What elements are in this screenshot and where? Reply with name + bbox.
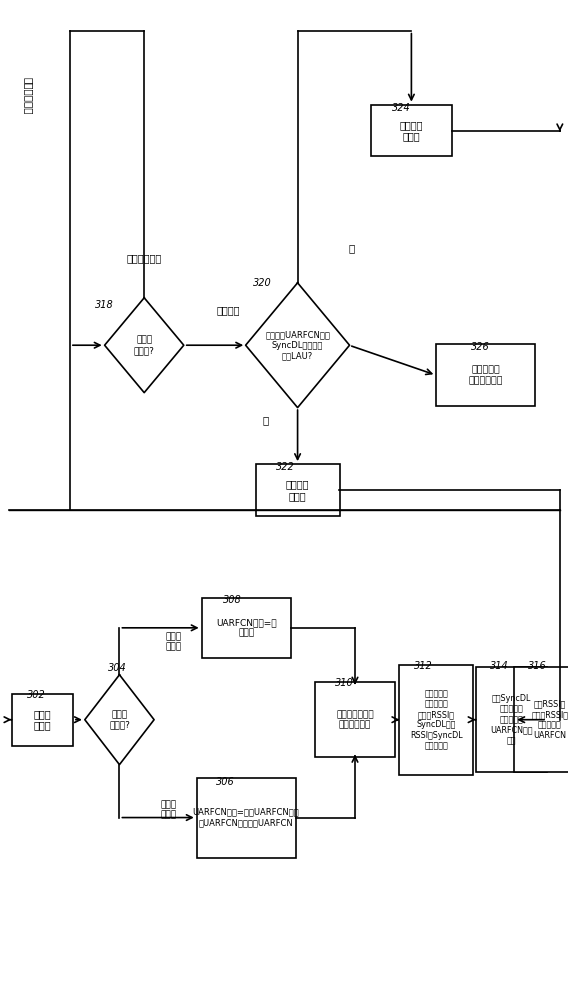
Bar [515,667,573,772]
Text: 完整小
区搜索: 完整小 区搜索 [166,632,182,652]
Polygon shape [105,298,184,393]
Polygon shape [246,283,350,408]
Text: 306: 306 [217,777,235,787]
Bar [202,598,291,658]
Bar [436,344,535,406]
Text: 请求物理层进行
载波频率扫描: 请求物理层进行 载波频率扫描 [336,710,374,729]
Bar [315,682,395,757]
Text: 小区更新: 小区更新 [217,305,240,315]
Text: 304: 304 [108,663,126,673]
Text: 接收扫描结
果，扫描结
果包括RSSI、
SyncDL以及
RSSI和SyncDL
的相关能量: 接收扫描结 果，扫描结 果包括RSSI、 SyncDL以及 RSSI和SyncD… [410,689,462,750]
Text: 如果RSSI小
于阈值RSSI，
则舍弃所有
UARFCN: 如果RSSI小 于阈值RSSI， 则舍弃所有 UARFCN [531,700,568,740]
Text: 小区搜
索类型?: 小区搜 索类型? [134,336,155,355]
Text: 初始小区搜索: 初始小区搜索 [23,77,33,114]
Bar [476,667,547,772]
Text: 进行小区扫
描和驻留过程: 进行小区扫 描和驻留过程 [468,365,503,385]
Text: UARFCN列表=先前UARFCN、并
频UARFCN和存储的UARFCN: UARFCN列表=先前UARFCN、并 频UARFCN和存储的UARFCN [193,808,300,827]
Text: 是: 是 [263,415,269,425]
Bar [197,778,296,858]
Text: 320: 320 [253,278,272,288]
Text: UARFCN列表=完
整频带: UARFCN列表=完 整频带 [216,618,276,638]
Text: 添加到第
二列表: 添加到第 二列表 [399,120,423,141]
Text: 部分小
区搜索: 部分小 区搜索 [161,800,177,819]
Text: 否: 否 [349,243,355,253]
Text: 初始小区搜索: 初始小区搜索 [127,253,162,263]
Text: 312: 312 [414,661,433,671]
Text: 基于SyncDL
的最佳相关
能量对所有
UARFCN进行
分类: 基于SyncDL 的最佳相关 能量对所有 UARFCN进行 分类 [490,694,532,745]
Text: 316: 316 [528,661,547,671]
Text: 318: 318 [95,300,113,310]
Text: 326: 326 [471,342,489,352]
Bar [371,105,452,156]
Polygon shape [85,675,154,765]
Text: 302: 302 [28,690,46,700]
Text: 322: 322 [276,462,295,472]
Bar [256,464,340,516]
Text: 314: 314 [489,661,508,671]
Text: 308: 308 [223,595,242,605]
Text: 310: 310 [335,678,354,688]
Bar [11,694,73,746]
Bar [399,665,473,775]
Text: 324: 324 [391,103,410,113]
Text: 对于每个UARFCN而言
SyncDL是否属于
当前LAU?: 对于每个UARFCN而言 SyncDL是否属于 当前LAU? [265,330,330,360]
Text: 小区搜
索类型?: 小区搜 索类型? [109,710,130,729]
Text: 添加到第
一列表: 添加到第 一列表 [286,479,309,501]
Text: 发起小
区选择: 发起小 区选择 [33,709,51,730]
